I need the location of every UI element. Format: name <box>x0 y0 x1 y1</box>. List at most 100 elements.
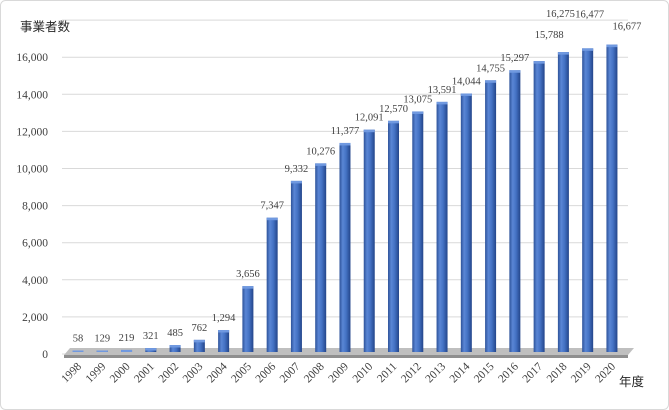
bar-2006 <box>266 217 278 352</box>
bar-top-face <box>266 217 278 221</box>
bar-2018 <box>557 52 569 352</box>
data-label: 762 <box>191 323 207 334</box>
bar-top-face <box>96 350 108 352</box>
bar <box>557 52 569 352</box>
y-tick-label: 2,000 <box>22 312 48 324</box>
y-axis-title: 事業者数 <box>20 19 71 34</box>
data-label: 3,656 <box>236 269 260 280</box>
data-label: 12,570 <box>379 104 408 115</box>
data-label: 11,377 <box>331 126 360 137</box>
y-tick-label: 4,000 <box>22 275 48 287</box>
bar <box>242 286 254 352</box>
data-labels: 58 129 219 321 485 762 1,294 3,656 7,347 9,332 10,… <box>73 9 642 344</box>
bar-top-face <box>218 329 230 333</box>
floor-front <box>64 355 628 358</box>
bar-top-face <box>533 61 545 64</box>
bar-top-face <box>145 348 157 351</box>
data-label: 14,044 <box>452 76 482 87</box>
data-label: 15,297 <box>500 53 529 64</box>
data-label: 321 <box>143 331 159 342</box>
bar-2017 <box>533 61 545 352</box>
bar-2007 <box>290 180 302 352</box>
data-label: 9,332 <box>285 164 309 175</box>
data-label: 7,347 <box>260 201 284 212</box>
y-tick-label: 8,000 <box>22 201 48 213</box>
bar <box>169 345 181 352</box>
bar-2015 <box>485 80 497 353</box>
bar <box>290 180 302 352</box>
bar-top-face <box>485 80 497 83</box>
bars <box>72 44 618 353</box>
bar-2008 <box>315 163 327 352</box>
data-label: 1,294 <box>212 313 236 324</box>
bar-2001 <box>145 348 157 352</box>
bar <box>315 163 327 352</box>
bar-top-face <box>436 101 448 105</box>
bar-top-face <box>509 70 521 73</box>
bar-top-face <box>121 349 133 352</box>
bar-top-face <box>460 93 472 96</box>
data-label: 16,677 <box>613 22 642 33</box>
y-tick-label: 16,000 <box>16 52 48 64</box>
bar-1998 <box>72 350 84 352</box>
bar <box>339 142 351 352</box>
bar <box>460 93 472 353</box>
bar <box>485 80 497 353</box>
bar-2012 <box>412 111 424 353</box>
data-label: 219 <box>119 333 135 344</box>
bar-top-face <box>315 163 327 166</box>
bar-2014 <box>460 93 472 353</box>
bar-2005 <box>242 286 254 352</box>
bar-top-face <box>72 350 84 352</box>
bar-2009 <box>339 142 351 352</box>
bar-top-face <box>242 286 254 289</box>
bar <box>436 101 448 352</box>
bar-2019 <box>582 48 594 352</box>
bar-2011 <box>388 120 400 352</box>
data-label: 58 <box>73 334 84 345</box>
bar-2010 <box>363 129 375 352</box>
x-axis-title: 年度 <box>619 374 645 389</box>
bar-2004 <box>218 329 230 352</box>
bar <box>606 44 618 352</box>
y-tick-label: 0 <box>42 349 48 361</box>
bar-1999 <box>96 350 108 352</box>
bar-2003 <box>193 339 205 352</box>
bar-2000 <box>121 349 133 352</box>
y-tick-label: 10,000 <box>16 164 48 176</box>
y-tick-label: 14,000 <box>16 89 48 101</box>
bar-top-face <box>582 48 594 51</box>
bar-top-face <box>169 345 181 348</box>
data-label: 10,276 <box>306 146 335 157</box>
bar <box>412 111 424 353</box>
data-label: 485 <box>167 328 183 339</box>
data-label: 129 <box>94 334 110 345</box>
y-axis-tick-labels: 0 2,000 4,000 6,000 8,000 10,000 12,000 14,000 1… <box>16 52 48 361</box>
y-tick-label: 6,000 <box>22 238 48 250</box>
bar <box>218 329 230 352</box>
bar <box>193 339 205 352</box>
data-label: 13,591 <box>428 85 457 96</box>
data-label: 16,477 <box>575 9 604 20</box>
bar <box>582 48 594 352</box>
bar <box>388 120 400 352</box>
bar-2002 <box>169 345 181 352</box>
bar-top-face <box>290 180 302 184</box>
y-tick-label: 12,000 <box>16 126 48 138</box>
bar-2020 <box>606 44 618 352</box>
bar-top-face <box>363 129 375 133</box>
bar <box>266 217 278 352</box>
data-label: 15,788 <box>535 30 564 41</box>
bar-top-face <box>388 120 400 124</box>
data-label: 14,755 <box>476 63 505 74</box>
data-label: 12,091 <box>355 113 384 124</box>
bar-top-face <box>193 339 205 343</box>
bar <box>363 129 375 352</box>
bar-top-face <box>412 111 424 114</box>
bar-top-face <box>339 142 351 146</box>
bar <box>509 70 521 352</box>
bar-top-face <box>606 44 618 48</box>
data-label: 16,275 <box>546 9 575 20</box>
data-label: 13,075 <box>403 94 432 105</box>
